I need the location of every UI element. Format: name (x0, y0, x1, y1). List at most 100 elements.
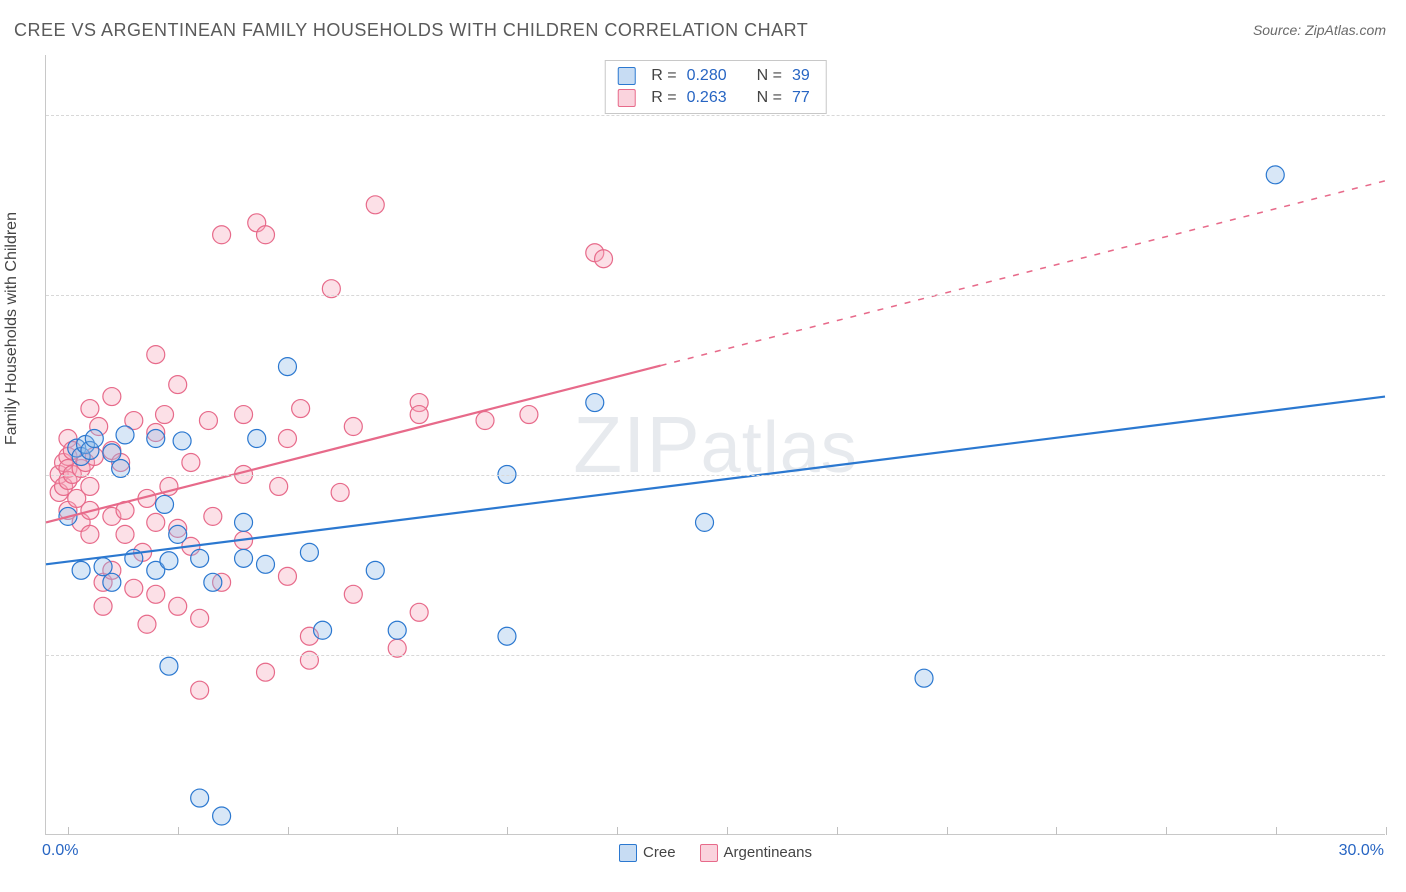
scatter-point-argentineans (595, 250, 613, 268)
scatter-point-argentineans (156, 406, 174, 424)
scatter-point-argentineans (300, 651, 318, 669)
scatter-point-argentineans (410, 406, 428, 424)
scatter-point-argentineans (344, 418, 362, 436)
scatter-point-cree (204, 573, 222, 591)
x-tick (1386, 827, 1387, 835)
scatter-point-cree (586, 394, 604, 412)
scatter-point-argentineans (199, 412, 217, 430)
scatter-point-cree (366, 561, 384, 579)
scatter-point-cree (116, 426, 134, 444)
scatter-point-argentineans (278, 567, 296, 585)
scatter-point-argentineans (138, 615, 156, 633)
scatter-point-argentineans (235, 406, 253, 424)
scatter-point-argentineans (270, 477, 288, 495)
scatter-point-argentineans (103, 388, 121, 406)
chart-title: CREE VS ARGENTINEAN FAMILY HOUSEHOLDS WI… (14, 20, 808, 41)
y-tick-label: 15.0% (1395, 646, 1406, 664)
scatter-point-cree (235, 549, 253, 567)
x-tick (727, 827, 728, 835)
scatter-point-argentineans (257, 226, 275, 244)
x-tick (837, 827, 838, 835)
scatter-point-cree (160, 657, 178, 675)
scatter-point-cree (147, 430, 165, 448)
legend-r-value: 0.263 (687, 89, 727, 107)
chart-container: CREE VS ARGENTINEAN FAMILY HOUSEHOLDS WI… (0, 0, 1406, 892)
legend-r-label: R = (651, 89, 676, 107)
legend-top-row-argentineans: R =0.263N =77 (617, 87, 810, 109)
y-tick-label: 45.0% (1395, 286, 1406, 304)
scatter-point-argentineans (125, 579, 143, 597)
trendline-dashed-argentineans (661, 181, 1385, 366)
gridline-h (46, 655, 1385, 656)
scatter-point-cree (191, 549, 209, 567)
x-tick (1056, 827, 1057, 835)
y-axis-title: Family Households with Children (3, 212, 21, 445)
plot-svg (46, 55, 1385, 834)
x-tick (397, 827, 398, 835)
legend-bottom-item-argentineans: Argentineans (700, 844, 812, 862)
legend-r-value: 0.280 (687, 67, 727, 85)
scatter-point-cree (498, 627, 516, 645)
scatter-point-cree (300, 543, 318, 561)
x-tick (617, 827, 618, 835)
x-tick (1276, 827, 1277, 835)
gridline-h (46, 475, 1385, 476)
scatter-point-argentineans (366, 196, 384, 214)
scatter-point-argentineans (81, 477, 99, 495)
x-tick (288, 827, 289, 835)
x-tick (68, 827, 69, 835)
gridline-h (46, 115, 1385, 116)
scatter-point-cree (103, 573, 121, 591)
x-tick (178, 827, 179, 835)
scatter-point-cree (248, 430, 266, 448)
legend-swatch-argentineans (700, 844, 718, 862)
scatter-point-cree (191, 789, 209, 807)
scatter-point-cree (103, 444, 121, 462)
legend-label: Cree (643, 844, 676, 861)
scatter-point-argentineans (204, 507, 222, 525)
x-axis-min-label: 0.0% (42, 842, 78, 860)
scatter-point-cree (173, 432, 191, 450)
scatter-point-cree (388, 621, 406, 639)
scatter-point-cree (235, 513, 253, 531)
legend-swatch-cree (617, 67, 635, 85)
scatter-point-cree (915, 669, 933, 687)
scatter-point-cree (94, 558, 112, 576)
legend-r-label: R = (651, 67, 676, 85)
scatter-point-argentineans (147, 513, 165, 531)
y-tick-label: 60.0% (1395, 106, 1406, 124)
scatter-point-cree (213, 807, 231, 825)
scatter-point-argentineans (81, 400, 99, 418)
legend-n-label: N = (757, 67, 782, 85)
scatter-point-argentineans (331, 483, 349, 501)
scatter-point-cree (156, 495, 174, 513)
gridline-h (46, 295, 1385, 296)
x-axis-max-label: 30.0% (1339, 842, 1384, 860)
scatter-point-argentineans (520, 406, 538, 424)
legend-n-value: 39 (792, 67, 810, 85)
scatter-point-argentineans (147, 585, 165, 603)
scatter-point-argentineans (213, 226, 231, 244)
legend-label: Argentineans (724, 844, 812, 861)
source-label: Source: ZipAtlas.com (1253, 22, 1386, 38)
legend-bottom-item-cree: Cree (619, 844, 676, 862)
legend-swatch-cree (619, 844, 637, 862)
x-tick (947, 827, 948, 835)
scatter-point-cree (1266, 166, 1284, 184)
scatter-point-argentineans (191, 681, 209, 699)
scatter-point-cree (169, 525, 187, 543)
legend-n-label: N = (757, 89, 782, 107)
scatter-point-argentineans (147, 346, 165, 364)
scatter-point-argentineans (410, 603, 428, 621)
scatter-point-cree (257, 555, 275, 573)
scatter-point-argentineans (182, 453, 200, 471)
x-tick (1166, 827, 1167, 835)
scatter-point-argentineans (476, 412, 494, 430)
scatter-point-argentineans (116, 525, 134, 543)
plot-area: ZIPatlas R =0.280N =39R =0.263N =77 Cree… (45, 55, 1385, 835)
scatter-point-argentineans (257, 663, 275, 681)
scatter-point-argentineans (292, 400, 310, 418)
scatter-point-cree (72, 561, 90, 579)
x-tick (507, 827, 508, 835)
legend-top: R =0.280N =39R =0.263N =77 (604, 60, 827, 114)
